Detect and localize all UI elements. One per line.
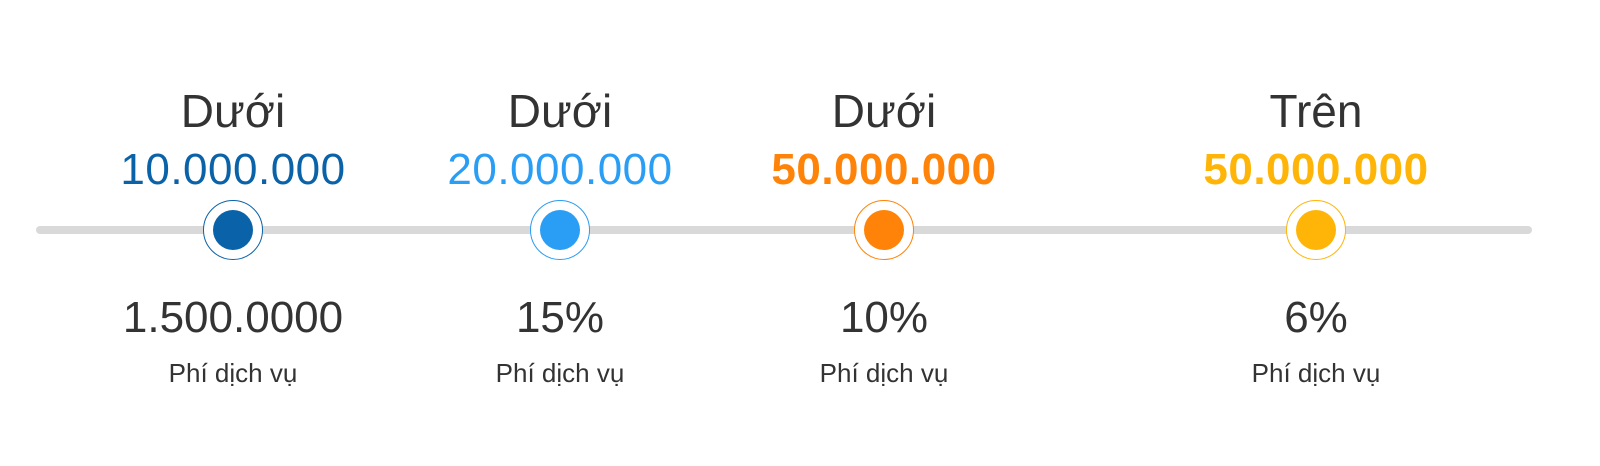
tier-fee: 10% (839, 293, 929, 342)
tier-threshold: 50.000.000 (771, 145, 997, 194)
tier-fee-label: Phí dịch vụ (1251, 358, 1381, 388)
tier-over-50m: Trên 50.000.000 6% Phí dịch vụ (1156, 0, 1476, 466)
tier-fee: 1.500.0000 (122, 293, 344, 342)
tier-qualifier: Trên (1269, 85, 1363, 137)
tier-fee: 15% (515, 293, 605, 342)
tier-marker (1286, 200, 1346, 260)
tier-marker-dot (540, 210, 580, 250)
tier-qualifier: Dưới (507, 85, 613, 137)
tier-fee-label: Phí dịch vụ (495, 358, 625, 388)
tier-marker-dot (213, 210, 253, 250)
tier-marker (203, 200, 263, 260)
tier-fee-label: Phí dịch vụ (819, 358, 949, 388)
tier-marker-dot (864, 210, 904, 250)
tier-under-10m: Dưới 10.000.000 1.500.0000 Phí dịch vụ (73, 0, 393, 466)
timeline-track (36, 226, 1532, 234)
tier-fee: 6% (1284, 293, 1348, 342)
tier-under-50m: Dưới 50.000.000 10% Phí dịch vụ (724, 0, 1044, 466)
tier-fee-label: Phí dịch vụ (168, 358, 298, 388)
tier-under-20m: Dưới 20.000.000 15% Phí dịch vụ (400, 0, 720, 466)
tier-threshold: 50.000.000 (1203, 145, 1429, 194)
tier-qualifier: Dưới (180, 85, 286, 137)
tier-threshold: 10.000.000 (120, 145, 346, 194)
tier-marker (530, 200, 590, 260)
tier-qualifier: Dưới (831, 85, 937, 137)
tier-marker-dot (1296, 210, 1336, 250)
tier-marker (854, 200, 914, 260)
tier-threshold: 20.000.000 (447, 145, 673, 194)
